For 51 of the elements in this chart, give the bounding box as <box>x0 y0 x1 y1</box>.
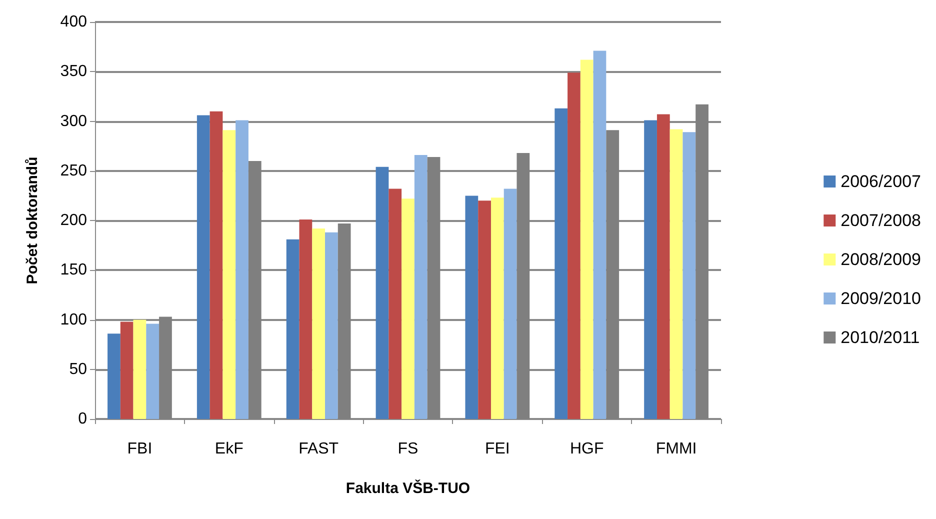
x-tick-label: FBI <box>127 440 152 458</box>
bar <box>325 232 338 419</box>
bar <box>299 220 312 419</box>
legend-label: 2010/2011 <box>840 328 920 347</box>
legend-label: 2007/2008 <box>840 211 922 230</box>
x-tick-label: FS <box>398 440 418 458</box>
x-tick-label: FMMI <box>656 440 697 458</box>
y-tick-label: 250 <box>60 162 88 180</box>
x-tick-label: HGF <box>570 440 604 458</box>
bar <box>222 130 236 419</box>
y-tick-label: 200 <box>60 212 88 229</box>
bar <box>388 188 402 419</box>
bar <box>376 166 389 419</box>
bar <box>146 324 160 419</box>
bar <box>108 334 120 419</box>
x-tick-label: EkF <box>214 440 244 458</box>
y-tick-label: 150 <box>60 262 88 279</box>
x-axis-title: Fakulta VŠB-TUO <box>346 479 470 497</box>
y-tick-label: 0 <box>78 410 88 428</box>
bar <box>554 108 568 419</box>
y-tick-label: 350 <box>60 63 88 80</box>
y-tick-label: 50 <box>69 360 88 378</box>
legend-label: 2006/2007 <box>840 172 922 191</box>
legend-label: 2009/2010 <box>840 289 922 308</box>
bar <box>312 228 326 419</box>
bar <box>593 50 606 419</box>
bar <box>120 322 134 419</box>
legend-label: 2008/2009 <box>840 250 922 269</box>
bar <box>196 115 210 419</box>
bar <box>286 239 300 419</box>
bar <box>656 114 670 419</box>
bar <box>478 200 491 419</box>
y-axis-title: Počet doktorandů <box>24 156 41 284</box>
bar <box>210 111 223 419</box>
bar <box>682 132 696 419</box>
y-tick-label: 400 <box>60 14 88 30</box>
x-tick-label: FEI <box>484 440 510 458</box>
bar <box>236 120 248 419</box>
bar <box>580 60 594 419</box>
y-tick-label: 100 <box>60 311 88 328</box>
x-tick-label: FAST <box>298 440 339 458</box>
bar <box>568 72 580 419</box>
y-tick-label: 300 <box>60 112 88 130</box>
bar <box>670 129 683 419</box>
bar <box>490 198 504 419</box>
bar <box>465 196 478 419</box>
bar <box>644 120 657 419</box>
bar <box>414 154 428 419</box>
bar <box>133 320 146 419</box>
bar <box>402 198 414 419</box>
bar <box>504 188 517 419</box>
